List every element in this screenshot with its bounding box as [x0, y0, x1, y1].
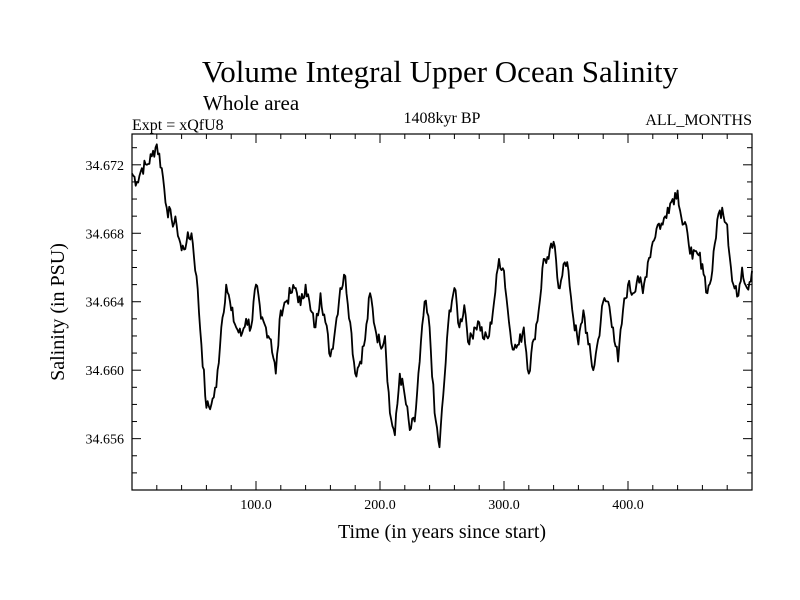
plot-frame [131, 133, 753, 491]
period-label: 1408kyr BP [404, 110, 481, 127]
x-tick-label: 300.0 [488, 498, 520, 513]
y-axis-label: Salinity (in PSU) [47, 243, 69, 381]
experiment-label: Expt = xQfU8 [132, 117, 224, 134]
y-axis: 34.656 34.660 34.664 34.668 34.672 [86, 147, 752, 474]
salinity-series-line [131, 143, 753, 449]
y-tick-label: 34.660 [86, 364, 125, 379]
x-tick-label: 400.0 [612, 498, 644, 513]
months-label: ALL_MONTHS [645, 112, 752, 129]
x-axis-label: Time (in years since start) [338, 521, 546, 543]
x-tick-label: 200.0 [364, 498, 396, 513]
y-tick-label: 34.656 [86, 433, 125, 448]
x-axis: 100.0 200.0 300.0 400.0 [156, 134, 728, 513]
y-tick-label: 34.664 [86, 296, 125, 311]
y-tick-label: 34.668 [86, 227, 125, 242]
series-layer [131, 143, 753, 449]
chart-title: Volume Integral Upper Ocean Salinity [202, 54, 679, 89]
x-tick-label: 100.0 [240, 498, 272, 513]
y-tick-label: 34.672 [86, 159, 125, 174]
chart-subtitle: Whole area [203, 91, 300, 115]
